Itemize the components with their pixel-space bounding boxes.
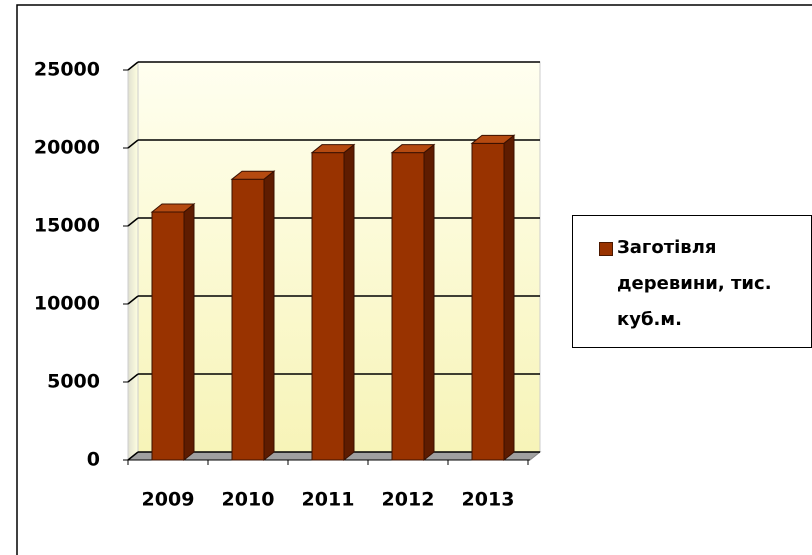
y-tick-label: 0 <box>87 449 100 471</box>
grid-line <box>127 139 139 149</box>
y-tick-label: 5000 <box>47 371 100 393</box>
bar-face <box>423 143 435 462</box>
bar <box>230 170 276 462</box>
bar-face <box>151 211 185 461</box>
bar-face <box>230 170 276 180</box>
x-tick-label: 2009 <box>142 489 195 511</box>
bar-face <box>231 178 265 461</box>
x-tick-label: 2011 <box>302 489 355 511</box>
y-tick-label: 25000 <box>34 59 100 81</box>
bar <box>390 143 436 462</box>
bar <box>310 143 356 462</box>
frame <box>16 4 812 555</box>
bar-face <box>390 144 436 154</box>
bar <box>150 202 196 462</box>
grid-line <box>127 217 139 227</box>
bar-face <box>471 142 505 461</box>
y-tick-label: 20000 <box>34 137 100 159</box>
grid-line <box>127 373 139 383</box>
x-tick-label: 2012 <box>382 489 435 511</box>
grid-line <box>127 295 139 305</box>
bar-face <box>150 203 196 213</box>
bar-face <box>183 202 195 462</box>
bar-face <box>343 143 355 462</box>
bar-face <box>310 144 356 154</box>
legend-label: Заготівля деревини, тис. куб.м. <box>617 237 772 330</box>
bar-face <box>311 152 345 461</box>
x-tick-label: 2013 <box>462 489 515 511</box>
legend: Заготівля деревини, тис. куб.м. <box>572 215 812 348</box>
x-tick-label: 2010 <box>222 489 275 511</box>
legend-swatch <box>599 242 613 256</box>
bar-face <box>470 134 516 144</box>
bar <box>470 134 516 462</box>
grid-line <box>127 61 139 71</box>
bar-face <box>263 170 275 462</box>
bar-face <box>391 152 425 461</box>
y-tick-label: 10000 <box>34 293 100 315</box>
side-wall <box>127 60 139 462</box>
bar-face <box>503 134 515 462</box>
y-tick-label: 15000 <box>34 215 100 237</box>
grid-line <box>127 451 139 461</box>
